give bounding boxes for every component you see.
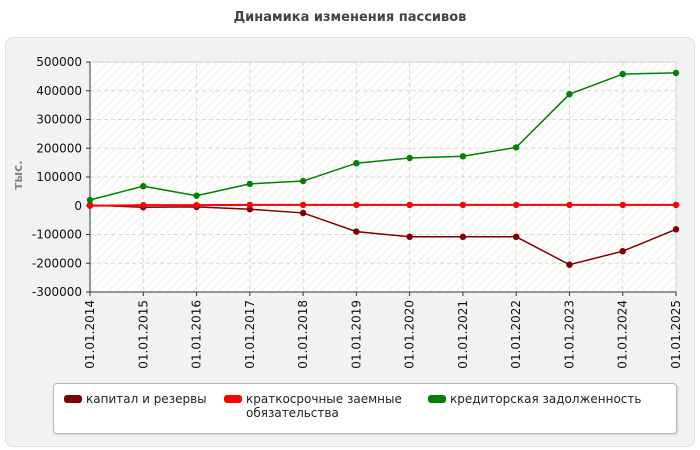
legend-item-accounts-payable: кредиторская задолженность	[428, 392, 641, 406]
data-point	[512, 233, 520, 240]
data-point	[246, 201, 254, 209]
x-tick-label: 01.01.2024	[616, 300, 630, 369]
data-point	[672, 69, 680, 77]
y-tick-label: -100000	[32, 228, 82, 242]
y-tick-label: 300000	[36, 113, 82, 127]
legend-swatch-short-term-loans	[224, 395, 242, 403]
data-point	[193, 192, 200, 199]
data-point	[619, 201, 626, 209]
y-tick-label: 500000	[36, 55, 82, 69]
data-point	[193, 201, 200, 209]
legend-swatch-capital	[64, 395, 82, 403]
data-point	[672, 226, 680, 233]
x-axis-ticks: 01.01.2014 01.01.2015 01.01.2016 01.01.2017…	[83, 292, 683, 369]
data-point	[406, 201, 413, 209]
data-point	[512, 144, 520, 151]
data-point	[353, 201, 360, 209]
data-point	[406, 233, 413, 240]
data-point	[299, 209, 307, 217]
series-line	[89, 204, 677, 266]
data-point	[140, 183, 147, 190]
y-tick-label: -200000	[32, 256, 82, 270]
y-tick-label: 400000	[36, 84, 82, 98]
legend-label-short-term-loans: краткосрочные заемные обязательства	[246, 392, 402, 420]
plot-area	[89, 61, 677, 293]
legend-item-capital: капитал и резервы	[64, 392, 207, 406]
data-point	[299, 201, 307, 209]
x-tick-label: 01.01.2025	[669, 300, 683, 369]
data-point	[459, 201, 467, 209]
x-tick-label: 01.01.2019	[349, 300, 363, 369]
data-point	[140, 201, 147, 209]
data-point	[566, 201, 573, 209]
series-2	[86, 69, 680, 204]
data-point	[86, 196, 94, 204]
data-point	[619, 247, 626, 255]
data-point	[672, 201, 680, 209]
series-line	[89, 203, 676, 207]
data-point	[566, 261, 573, 268]
y-tick-label: 200000	[36, 141, 82, 155]
x-tick-label: 01.01.2023	[562, 300, 576, 369]
data-point	[459, 153, 467, 160]
data-point	[512, 201, 520, 209]
data-point	[86, 202, 94, 209]
series-lines	[86, 69, 680, 268]
data-point	[619, 70, 626, 78]
data-point	[459, 233, 467, 240]
legend-item-short-term-loans: краткосрочные заемные обязательства	[224, 392, 414, 420]
x-tick-label: 01.01.2018	[296, 300, 310, 369]
y-tick-label: 100000	[36, 170, 82, 184]
chart-title: Динамика изменения пассивов	[233, 10, 467, 25]
y-axis-label: тыс.	[11, 160, 25, 189]
y-axis-ticks: 500000 400000 300000 200000 100000 0 -100000 -2…	[32, 55, 90, 299]
data-point	[353, 228, 360, 235]
legend-swatch-accounts-payable	[428, 395, 446, 403]
series-line	[89, 72, 677, 201]
legend: капитал и резервы краткосрочные заемные …	[53, 383, 677, 434]
data-point	[566, 91, 573, 98]
legend-label-capital: капитал и резервы	[86, 392, 207, 406]
x-tick-label: 01.01.2020	[403, 300, 417, 369]
data-point	[353, 160, 360, 167]
x-tick-label: 01.01.2014	[83, 300, 97, 369]
x-tick-label: 01.01.2015	[136, 300, 150, 369]
x-tick-label: 01.01.2021	[456, 300, 470, 369]
x-tick-label: 01.01.2022	[509, 300, 523, 369]
x-tick-label: 01.01.2016	[190, 300, 204, 369]
y-tick-label: -300000	[32, 285, 82, 299]
legend-label-accounts-payable: кредиторская задолженность	[450, 392, 642, 406]
y-tick-label: 0	[74, 199, 82, 213]
data-point	[406, 154, 413, 162]
x-tick-label: 01.01.2017	[243, 300, 257, 369]
data-point	[299, 177, 307, 185]
data-point	[246, 180, 254, 188]
series-1	[86, 201, 680, 209]
